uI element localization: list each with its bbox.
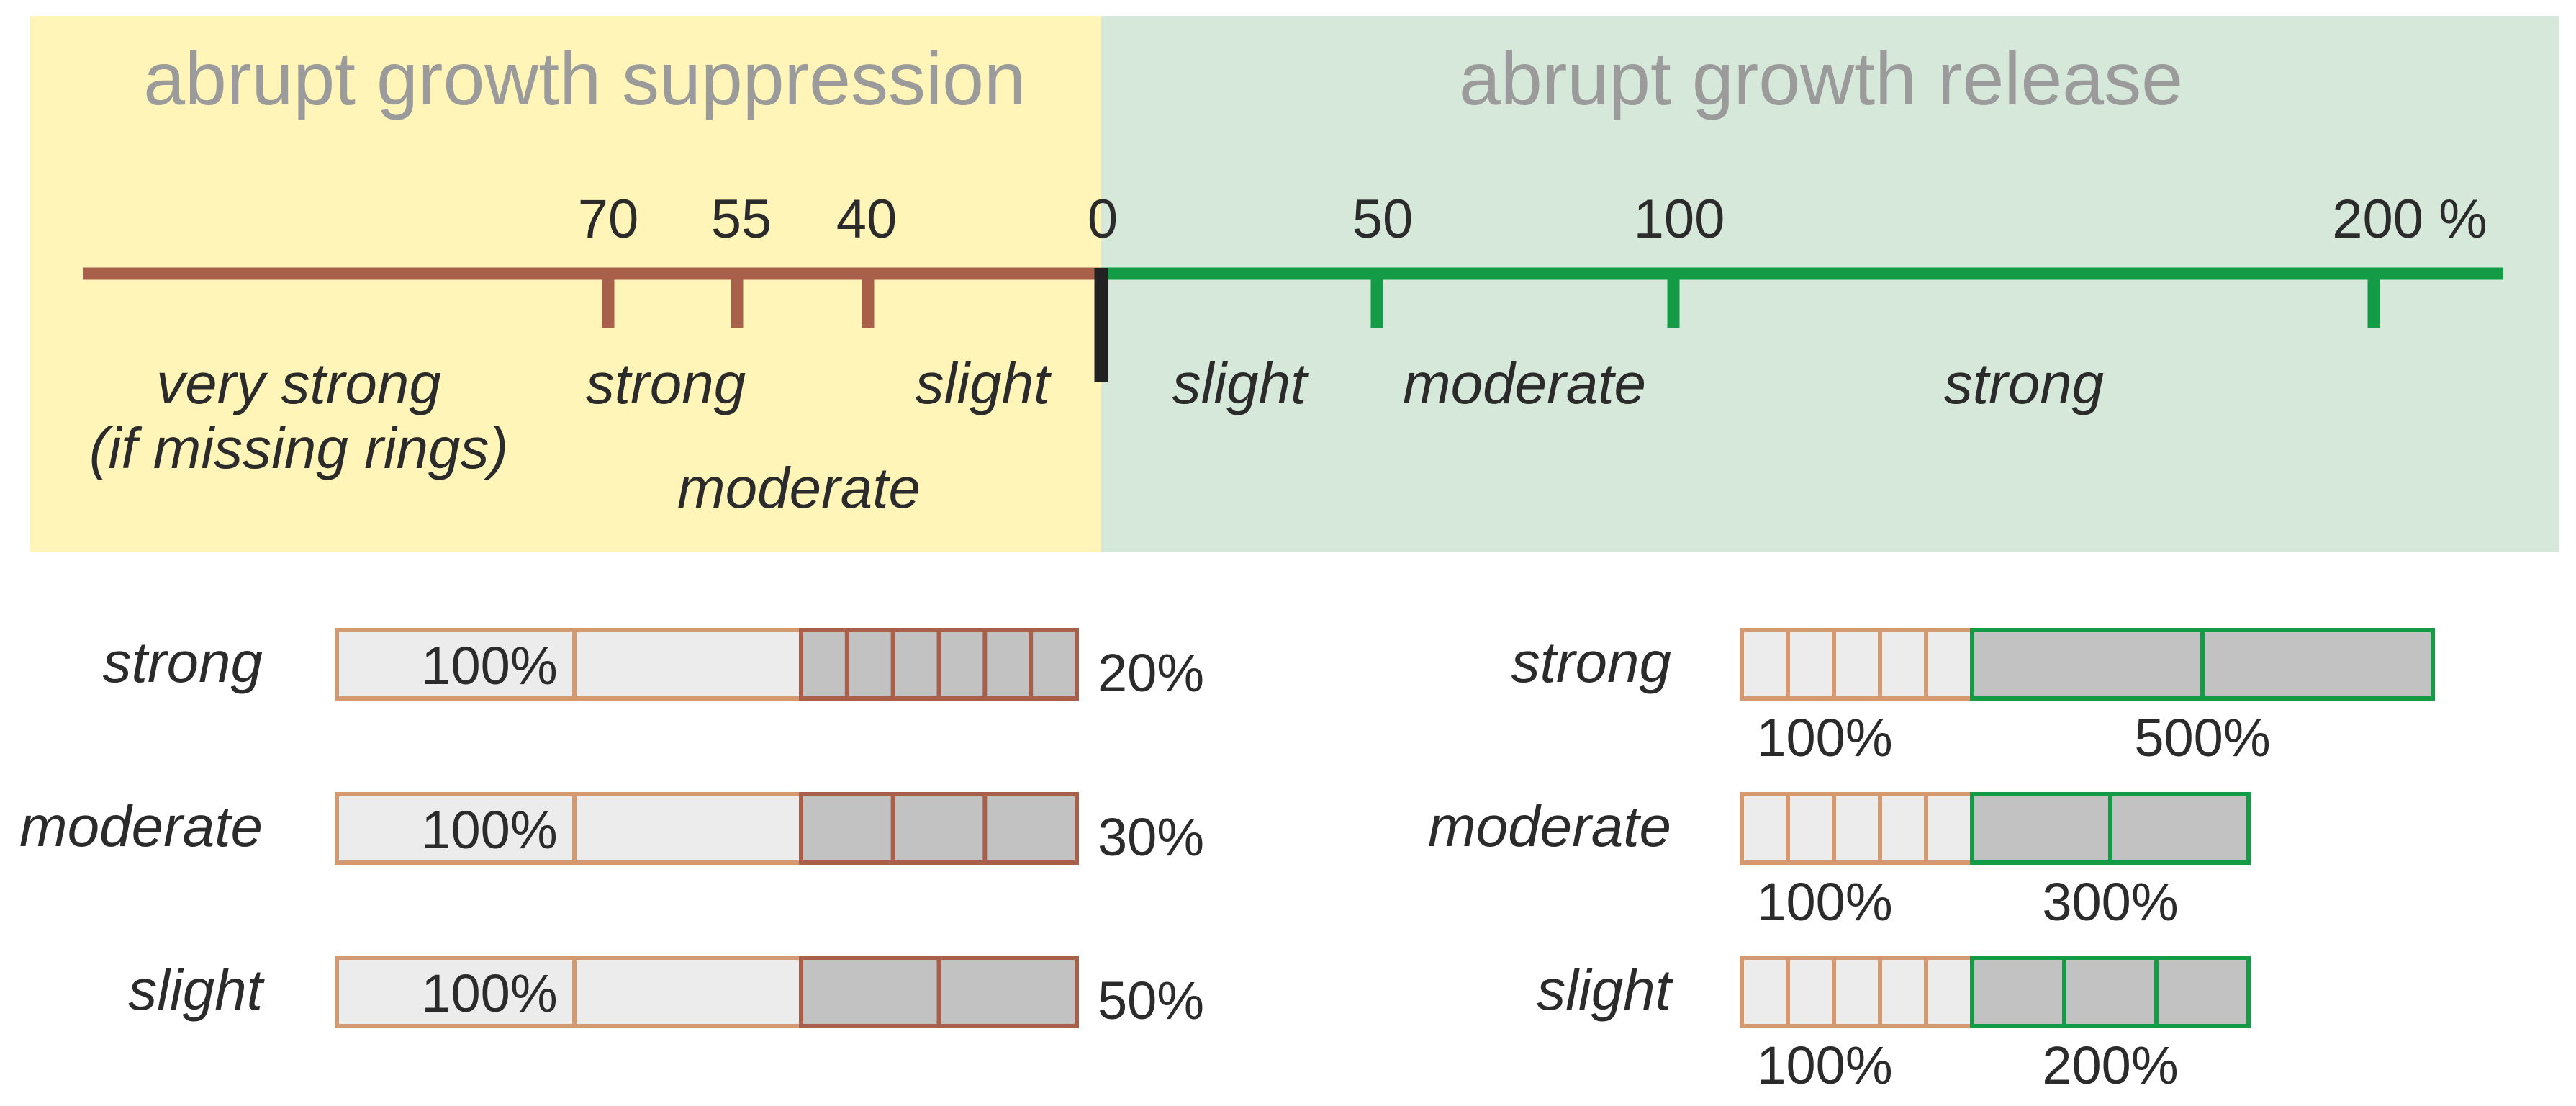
release-before-bar <box>1740 956 1974 1028</box>
suppression-before-bar <box>335 956 803 1028</box>
examples-group: strong 100% 20% moderate 100% 30% slight 100% 50… <box>19 628 2435 1095</box>
scale-label-70: 70 <box>578 189 639 250</box>
category-release-strong: strong <box>1944 351 2104 415</box>
suppression-after-bar <box>799 792 1079 865</box>
release-panel <box>1101 16 2559 552</box>
category-very-strong: very strong <box>156 351 441 415</box>
suppression-after-value: 50% <box>1098 971 1204 1030</box>
release-after-bar <box>1970 956 2251 1028</box>
scale-label-50: 50 <box>1352 189 1414 250</box>
category-release-slight: slight <box>1172 351 1309 415</box>
suppression-before-bar <box>335 792 803 865</box>
category-release-moderate: moderate <box>1403 351 1646 415</box>
scale-label-zero: 0 <box>1088 189 1118 250</box>
suppression-example-label: moderate <box>19 794 263 858</box>
suppression-before-value: 100% <box>421 636 557 696</box>
release-example-label: strong <box>1511 630 1671 694</box>
release-before-value: 100% <box>1756 708 1892 768</box>
release-example-label: slight <box>1537 958 1673 1022</box>
suppression-after-value: 30% <box>1098 807 1204 867</box>
release-before-value: 100% <box>1756 1035 1892 1095</box>
scale-label-40: 40 <box>836 189 898 250</box>
scale-label-200: 200 % <box>2332 189 2487 250</box>
category-suppression-slight: slight <box>916 351 1052 415</box>
release-before-bar <box>1740 628 1974 701</box>
suppression-before-value: 100% <box>421 800 557 860</box>
suppression-panel <box>30 16 1101 552</box>
suppression-title: abrupt growth suppression <box>143 37 1026 121</box>
release-title: abrupt growth release <box>1459 37 2183 121</box>
category-suppression-moderate: moderate <box>677 456 921 520</box>
release-after-value: 300% <box>2042 872 2178 932</box>
suppression-example-label: slight <box>128 958 265 1022</box>
category-suppression-strong: strong <box>586 351 746 415</box>
release-example-label: moderate <box>1428 794 1671 858</box>
category-very-strong-note: (if missing rings) <box>89 416 508 480</box>
suppression-after-value: 20% <box>1098 643 1204 703</box>
scale-label-55: 55 <box>711 189 772 250</box>
release-after-value: 200% <box>2042 1035 2178 1095</box>
suppression-example-label: strong <box>103 630 263 694</box>
suppression-before-bar <box>335 628 803 701</box>
scale-label-100: 100 <box>1634 189 1725 250</box>
release-after-value: 500% <box>2134 708 2270 768</box>
release-before-bar <box>1740 792 1974 865</box>
suppression-before-value: 100% <box>421 963 557 1023</box>
release-before-value: 100% <box>1756 872 1892 932</box>
